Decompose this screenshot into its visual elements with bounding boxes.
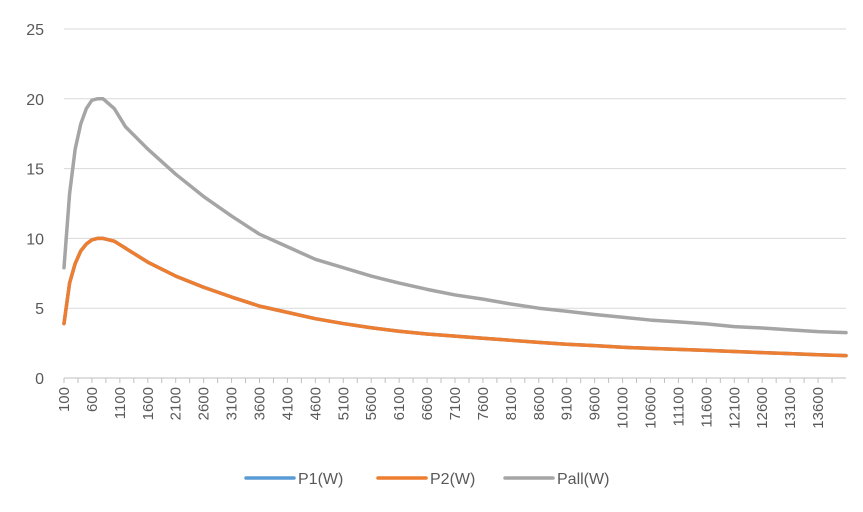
x-tick-label: 9600 xyxy=(587,387,604,420)
x-axis-tick-labels: 100 600 1100 1600 2100 2600 3100 3600 4100 4600 51… xyxy=(56,387,827,429)
grid-lines xyxy=(64,28,846,309)
x-tick-label: 8100 xyxy=(503,387,520,420)
y-tick-label: 0 xyxy=(35,371,44,388)
x-tick-label: 11600 xyxy=(698,387,715,428)
series-line-3 xyxy=(62,97,848,335)
x-tick-label: 7600 xyxy=(475,387,492,420)
x-tick-label: 10100 xyxy=(615,387,632,429)
x-tick-label: 10600 xyxy=(643,387,660,429)
series-lines xyxy=(62,97,848,358)
y-tick-label: 5 xyxy=(35,301,44,318)
y-tick-label: 15 xyxy=(26,162,44,179)
y-tick-label: 10 xyxy=(26,231,44,248)
x-tick-label: 1600 xyxy=(140,387,157,420)
x-tick-label: 5100 xyxy=(335,387,352,420)
series-line-1 xyxy=(62,236,848,358)
legend-label: Pall(W) xyxy=(557,471,609,488)
legend-label: P2(W) xyxy=(430,471,475,488)
x-tick-label: 4100 xyxy=(279,387,296,420)
legend-label: P1(W) xyxy=(298,471,343,488)
x-tick-label: 13100 xyxy=(782,387,799,429)
x-tick-label: 6600 xyxy=(419,387,436,420)
x-tick-label: 1100 xyxy=(112,387,129,419)
x-tick-label: 11100 xyxy=(670,387,687,427)
x-tick-label: 3600 xyxy=(252,387,269,420)
axes xyxy=(63,377,846,383)
x-tick-label: 4600 xyxy=(307,387,324,420)
x-tick-label: 12100 xyxy=(726,387,743,429)
x-tick-label: 9100 xyxy=(559,387,576,420)
series-line-2 xyxy=(62,236,848,358)
x-tick-label: 2100 xyxy=(168,387,185,420)
x-tick-label: 100 xyxy=(56,387,73,412)
x-tick-label: 13600 xyxy=(810,387,827,429)
x-tick-label: 3100 xyxy=(224,387,241,420)
y-axis-tick-labels: 0 5 10 15 20 25 xyxy=(26,22,44,388)
y-tick-label: 20 xyxy=(26,92,44,109)
x-tick-label: 600 xyxy=(84,387,101,412)
x-tick-label: 5600 xyxy=(363,387,380,420)
legend: P1(W) P2(W) Pall(W) xyxy=(244,471,609,488)
x-tick-label: 12600 xyxy=(754,387,771,429)
x-tick-label: 8600 xyxy=(531,387,548,420)
x-tick-label: 2600 xyxy=(196,387,213,420)
y-tick-label: 25 xyxy=(26,22,44,39)
x-tick-label: 6100 xyxy=(391,387,408,420)
x-tick-label: 7100 xyxy=(447,387,464,420)
